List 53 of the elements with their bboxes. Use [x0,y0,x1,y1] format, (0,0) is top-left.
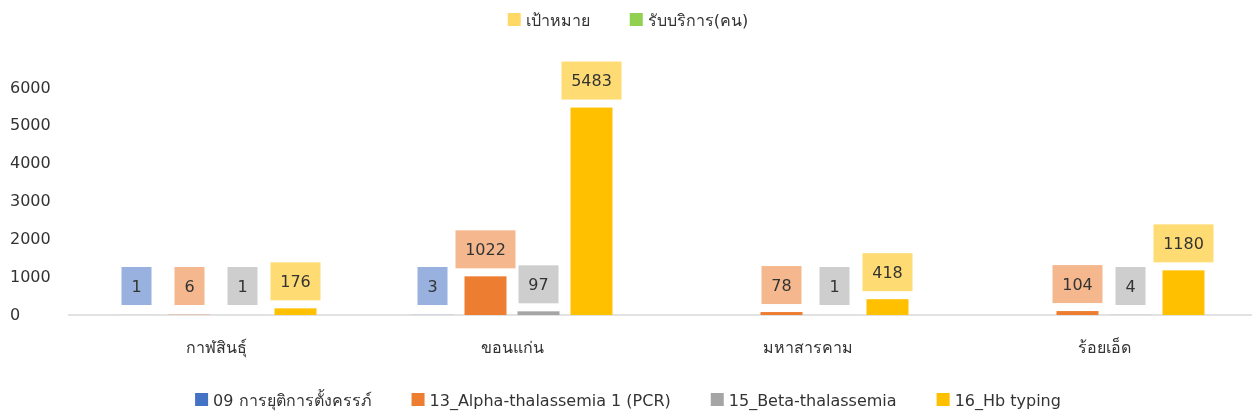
y-tick-label: 2000 [10,228,51,248]
legend-label: รับบริการ(คน) [647,10,749,30]
label: 104 [1052,265,1103,304]
x-tick-label: มหาสารคาม [763,338,853,357]
data-label: 1 [829,276,840,296]
legend-label: 16_Hb typing [954,390,1061,411]
data-label: 1 [131,276,142,296]
bar [464,276,507,315]
data-label: 4 [1125,276,1136,296]
legend-label: 09 การยุติการตั้งครรภ์ [213,388,372,411]
data-label: 1180 [1163,233,1204,253]
label: 176 [270,262,321,301]
y-tick-label: 3000 [10,191,51,210]
label: 1 [227,267,258,305]
data-label: 6 [184,276,195,296]
data-label: 418 [872,262,903,282]
label: 6 [174,267,205,305]
legend-label: 13_Alpha-thalassemia 1 (PCR) [429,390,671,411]
label: 1180 [1153,224,1214,263]
bar [1162,270,1205,315]
label: 3 [417,267,448,305]
bar [760,312,803,315]
label: 1022 [455,230,516,269]
data-label: 97 [528,274,549,294]
x-tick-label: กาฬสินธุ์ [185,338,247,358]
label: 418 [862,253,913,292]
bar [517,311,560,315]
data-label: 104 [1062,274,1093,294]
legend-label: 15_Beta-thalassemia [728,390,897,411]
bar [274,308,317,315]
x-tick-label: ขอนแก่น [480,338,544,357]
label: 97 [518,265,559,304]
legend-label: เป้าหมาย [525,10,590,30]
y-tick-label: 6000 [10,77,51,97]
data-label: 5483 [571,71,612,91]
bar [1056,311,1099,315]
label: 4 [1115,267,1146,305]
y-tick-label: 1000 [10,266,51,286]
x-tick-label: ร้อยเอ็ด [1077,337,1131,357]
label: 78 [761,266,802,305]
data-label: 3 [427,276,438,296]
y-tick-label: 5000 [10,115,51,135]
label: 1 [121,267,152,305]
y-tick-label: 0 [10,304,21,324]
label: 1 [819,267,850,305]
data-label: 1 [237,276,248,296]
y-tick-label: 4000 [10,153,51,173]
data-label: 78 [771,275,792,295]
bar [866,299,909,315]
data-label: 1022 [465,239,506,259]
data-label: 176 [280,271,311,291]
label: 5483 [561,61,622,100]
bar [570,107,613,315]
